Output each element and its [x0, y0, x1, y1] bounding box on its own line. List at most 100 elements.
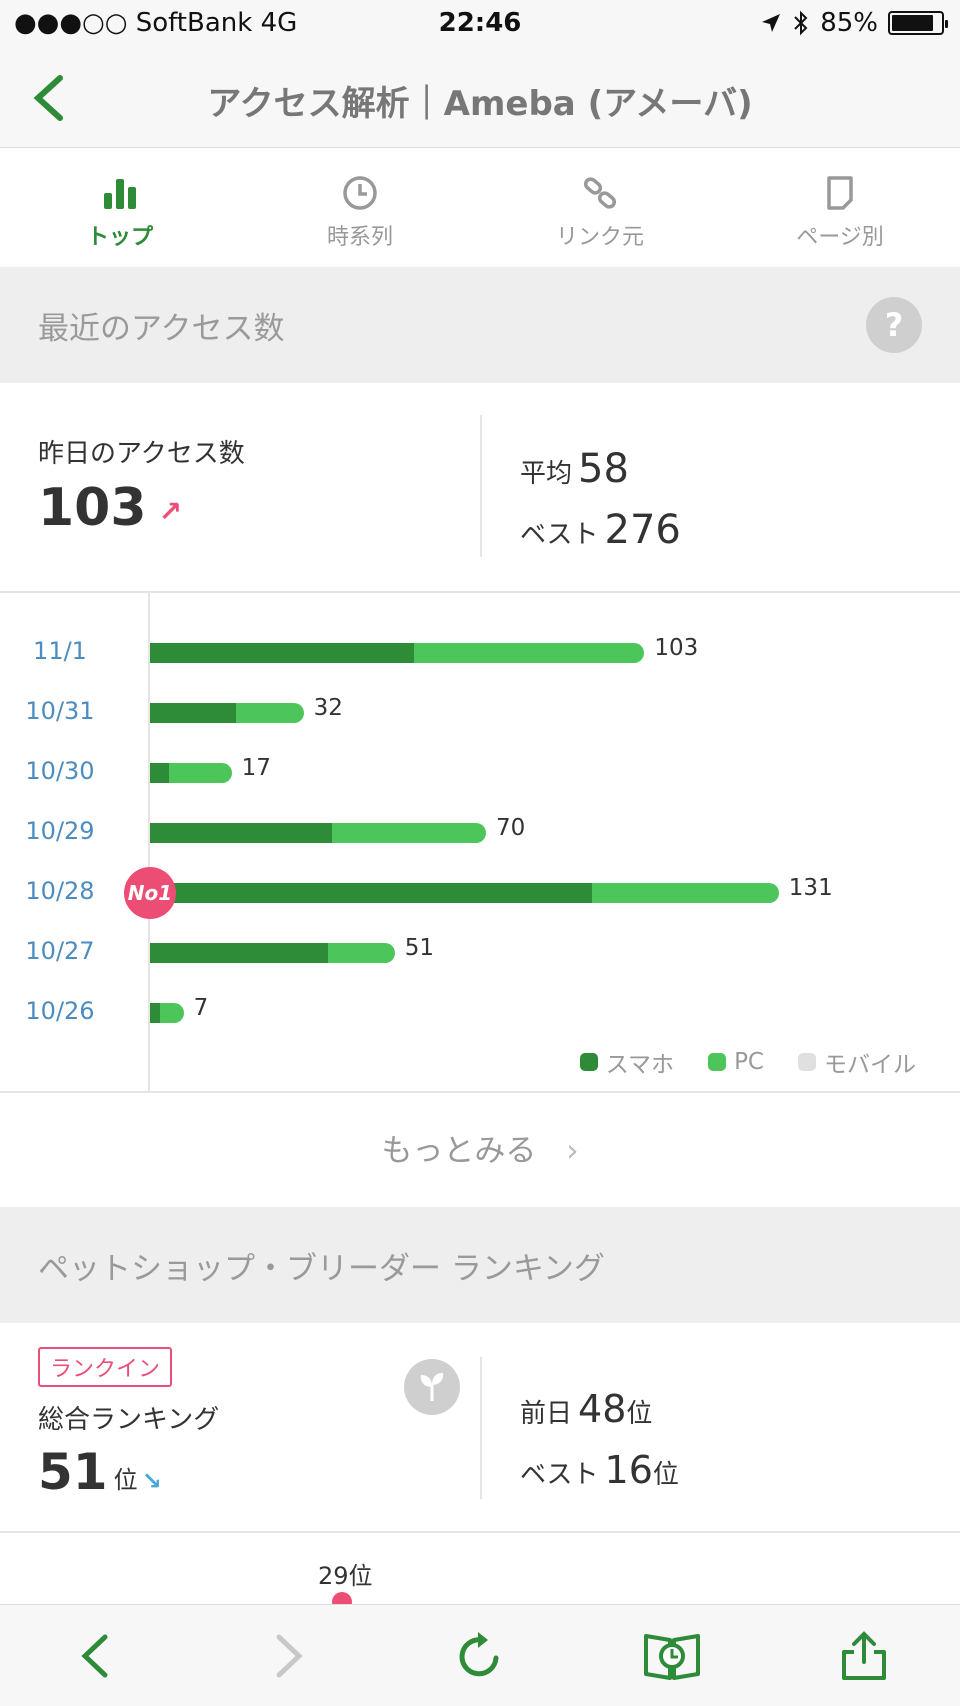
share-icon [842, 1630, 886, 1680]
chart-date-label: 10/29 [25, 817, 95, 845]
overall-ranking-value: 51 [38, 1443, 108, 1501]
bar-segment-smartphone [150, 703, 237, 723]
chart-date-label: 10/28 [25, 877, 95, 905]
chart-date-label: 10/31 [25, 697, 95, 725]
ranking-chart-peek-label: 29位 [318, 1562, 373, 1590]
bar-chart-icon [104, 179, 136, 209]
chart-row: 10/27 51 [0, 933, 960, 973]
average-label: 平均 [520, 459, 573, 489]
legend-swatch [579, 1053, 598, 1071]
browser-back-button[interactable] [61, 1621, 131, 1691]
average-value: 58 [578, 446, 629, 492]
legend-swatch [708, 1053, 727, 1071]
bar-segment-smartphone [150, 883, 592, 903]
chart-date-label: 11/1 [33, 637, 87, 665]
tab-timeline[interactable]: 時系列 [240, 149, 480, 267]
bar-segment-pc [159, 1003, 184, 1023]
access-bar-chart: スマホ PC モバイル 11/1 103 10/31 32 10/30 17 10/29 70 10… [0, 593, 960, 1093]
divider [480, 415, 482, 557]
tab-top[interactable]: トップ [0, 149, 240, 267]
legend-label: モバイル [824, 1052, 916, 1078]
more-label: もっとみる [381, 1133, 537, 1169]
chart-bar [150, 943, 395, 963]
rank-unit: 位 [652, 1460, 679, 1490]
chevron-right-icon: › [566, 1133, 579, 1169]
status-right: 85% [760, 8, 948, 38]
access-section-header: 最近のアクセス数 ? [0, 267, 960, 383]
chart-axis [148, 593, 150, 1093]
back-chevron-icon[interactable] [22, 70, 78, 126]
tab-bar: トップ 時系列 リンク元 ページ別 [0, 149, 960, 267]
chart-row: 10/29 70 [0, 813, 960, 853]
access-summary: 昨日のアクセス数 103 ↗ 平均 58 ベスト 276 [0, 383, 960, 593]
bar-segment-pc [332, 823, 486, 843]
chart-value-label: 32 [313, 695, 343, 721]
chart-value-label: 103 [654, 635, 699, 661]
trend-down-icon: ↘ [141, 1467, 162, 1495]
chart-date-label: 10/26 [25, 997, 95, 1025]
navigation-bar: アクセス解析｜Ameba (アメーバ) [0, 48, 960, 148]
tab-label: リンク元 [555, 225, 644, 250]
chart-value-label: 17 [241, 755, 271, 781]
overall-ranking-label: 総合ランキング [38, 1405, 220, 1435]
yesterday-value: 103 [38, 478, 147, 538]
bar-segment-smartphone [150, 643, 414, 663]
bar-segment-smartphone [150, 1003, 160, 1023]
reload-button[interactable] [445, 1621, 515, 1691]
bar-segment-pc [236, 703, 304, 723]
rank-unit: 位 [626, 1399, 653, 1429]
chart-row: 10/31 32 [0, 693, 960, 733]
bar-segment-pc [591, 883, 779, 903]
link-icon [583, 177, 617, 209]
bar-segment-smartphone [150, 823, 333, 843]
carrier-label: ●●●○○ SoftBank 4G [14, 8, 298, 38]
rank-in-badge: ランクイン [38, 1347, 173, 1387]
help-button[interactable]: ? [866, 297, 922, 353]
browser-forward-button[interactable] [253, 1621, 323, 1691]
rank-unit: 位 [113, 1466, 138, 1494]
location-icon [762, 14, 781, 32]
chart-date-label: 10/30 [25, 757, 95, 785]
ranking-summary: ランクイン 総合ランキング 51 位 ↘ 前日 48位 ベスト 16位 [0, 1323, 960, 1533]
best-value: 276 [604, 507, 681, 553]
ranking-section-header: ペットショップ・ブリーダー ランキング [0, 1207, 960, 1323]
share-button[interactable] [829, 1621, 899, 1691]
tab-label: ページ別 [796, 225, 884, 250]
bar-segment-smartphone [150, 763, 170, 783]
chevron-left-icon [81, 1634, 108, 1677]
access-section-title: 最近のアクセス数 [38, 310, 285, 347]
tab-label: トップ [86, 225, 153, 250]
battery-icon [888, 11, 948, 35]
bluetooth-icon [794, 10, 808, 36]
status-bar: ●●●○○ SoftBank 4G 22:46 85% [0, 0, 960, 48]
tab-referrer[interactable]: リンク元 [480, 149, 720, 267]
clock: 22:46 [438, 8, 522, 38]
sprout-icon[interactable] [404, 1359, 460, 1415]
chart-bar [150, 763, 232, 783]
chart-value-label: 70 [496, 815, 526, 841]
chevron-right-icon [276, 1634, 303, 1677]
best-rank-label: ベスト [520, 1460, 599, 1490]
bar-segment-pc [169, 763, 232, 783]
browser-toolbar [0, 1604, 960, 1706]
chart-row: 11/1 103 [0, 633, 960, 673]
legend-item: モバイル [798, 1045, 916, 1079]
tab-label: 時系列 [326, 225, 393, 250]
chart-bar [150, 643, 645, 663]
tab-pages[interactable]: ページ別 [720, 149, 960, 267]
clock-icon [343, 176, 377, 210]
trend-up-icon: ↗ [158, 495, 183, 528]
bar-segment-pc [414, 643, 645, 663]
battery-percent: 85% [820, 8, 878, 38]
ranking-section-title: ペットショップ・ブリーダー ランキング [38, 1250, 605, 1287]
chart-value-label: 7 [193, 995, 209, 1021]
top-day-badge: No1 [124, 867, 176, 919]
divider [480, 1357, 482, 1499]
history-button[interactable] [637, 1621, 707, 1691]
more-link[interactable]: もっとみる › [0, 1095, 960, 1207]
yesterday-label: 昨日のアクセス数 [38, 439, 245, 469]
page-title: アクセス解析｜Ameba (アメーバ) [207, 84, 753, 124]
best-label: ベスト [520, 520, 599, 550]
legend-item: PC [708, 1045, 764, 1079]
chart-legend: スマホ PC モバイル [579, 1045, 916, 1079]
